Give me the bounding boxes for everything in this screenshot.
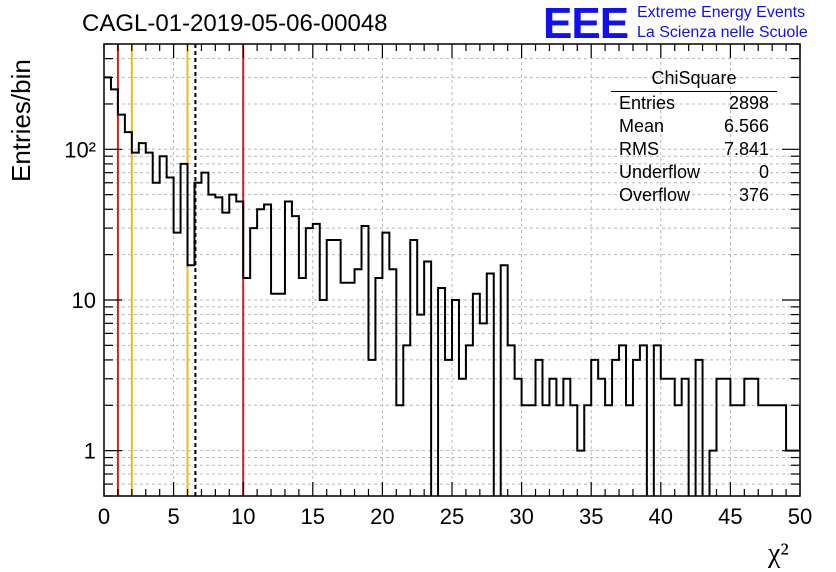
x-tick-label: 10: [231, 504, 255, 529]
y-tick-label: 1: [84, 439, 96, 464]
stats-label: RMS: [619, 139, 659, 159]
stats-box-title: ChiSquare: [611, 68, 777, 92]
y-tick-label: 10: [72, 288, 96, 313]
stats-box: ChiSquare Entries 2898 Mean 6.566 RMS 7.841…: [611, 68, 777, 207]
x-tick-label: 35: [579, 504, 603, 529]
x-tick-label: 40: [649, 504, 673, 529]
x-tick-label: 50: [788, 504, 812, 529]
stats-value: 2898: [728, 93, 769, 113]
x-axis-label: χ²: [768, 538, 789, 569]
x-tick-label: 15: [301, 504, 325, 529]
logo-subtitle-1: Extreme Energy Events: [637, 4, 806, 21]
chart-title: CAGL-01-2019-05-06-00048: [82, 10, 388, 37]
x-tick-label: 20: [370, 504, 394, 529]
marker-lines: [116, 44, 245, 496]
stats-label: Overflow: [619, 185, 691, 205]
x-tick-label: 5: [167, 504, 179, 529]
stats-label: Underflow: [619, 162, 701, 182]
y-axis-ticks: 1 10 10²: [64, 43, 800, 497]
y-tick-label: 10²: [64, 137, 96, 162]
x-tick-label: 0: [98, 504, 110, 529]
eee-logo-mark: EEE: [543, 0, 629, 48]
x-axis-ticks: 0 5 10 15 20 25 30 35 40 45 50: [98, 44, 812, 529]
y-axis-label: Entries/bin: [6, 59, 36, 182]
stats-label: Entries: [619, 93, 676, 113]
stats-row-entries: Entries 2898: [611, 92, 777, 115]
stats-row-mean: Mean 6.566: [611, 115, 777, 138]
stats-value: 376: [738, 185, 769, 205]
x-tick-label: 25: [440, 504, 464, 529]
stats-row-underflow: Underflow 0: [611, 161, 777, 184]
histogram-series: [104, 76, 800, 496]
stats-row-rms: RMS 7.841: [611, 138, 777, 161]
stats-value: 7.841: [723, 139, 769, 159]
x-tick-label: 30: [509, 504, 533, 529]
stats-value: 0: [758, 162, 769, 182]
stats-value: 6.566: [723, 116, 769, 136]
logo-subtitle-2: La Scienza nelle Scuole: [637, 24, 808, 41]
stats-row-overflow: Overflow 376: [611, 184, 777, 207]
stats-label: Mean: [619, 116, 665, 136]
x-tick-label: 45: [718, 504, 742, 529]
